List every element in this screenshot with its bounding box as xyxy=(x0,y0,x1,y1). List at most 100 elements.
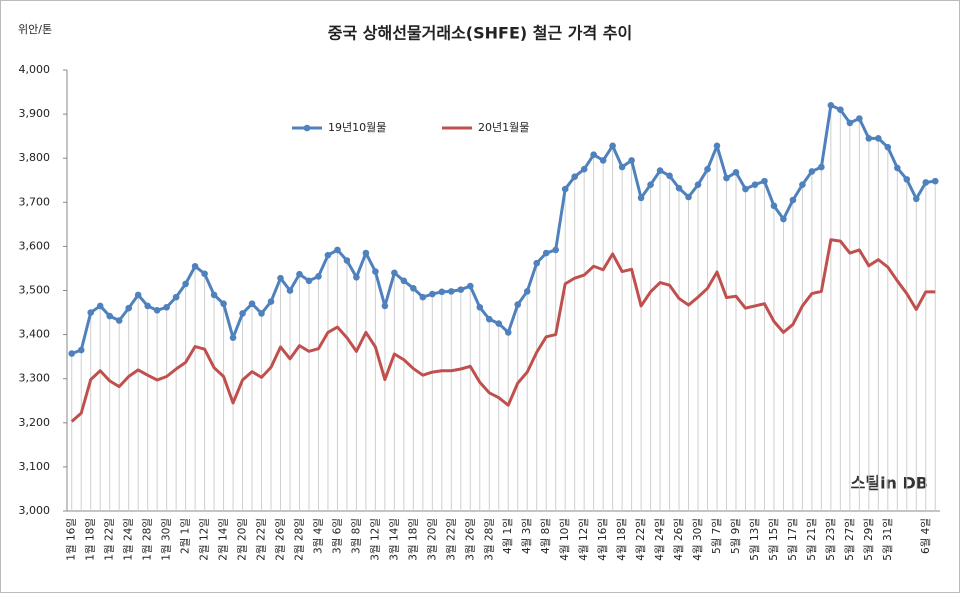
point xyxy=(96,302,104,310)
point xyxy=(504,329,512,336)
point xyxy=(704,165,711,173)
y-tick-label: 3,700 xyxy=(19,195,51,208)
point xyxy=(229,334,237,341)
legend-label: 20년1월물 xyxy=(478,121,529,134)
x-tick-label: 4월 18일 xyxy=(615,518,628,561)
x-tick-label: 5월 13일 xyxy=(748,518,761,561)
x-tick-label: 2월 26일 xyxy=(274,518,287,561)
x-tick-label: 3월 18일 xyxy=(406,518,419,561)
point xyxy=(884,143,892,151)
x-tick-label: 5월 29일 xyxy=(862,518,875,561)
x-tick-label: 1월 16일 xyxy=(65,518,78,561)
point xyxy=(343,257,351,264)
y-tick-label: 3,500 xyxy=(19,284,51,297)
legend-marker xyxy=(303,124,311,132)
x-tick-label: 4월 30일 xyxy=(691,518,704,561)
point xyxy=(666,172,673,180)
x-tick-label: 5월 21일 xyxy=(805,518,818,561)
point xyxy=(713,142,721,150)
point xyxy=(134,291,142,299)
point xyxy=(239,310,246,317)
x-tick-label: 6월 4일 xyxy=(919,518,932,554)
x-tick-label: 2월 14일 xyxy=(217,518,230,561)
point xyxy=(182,280,189,288)
point xyxy=(258,310,265,317)
point xyxy=(780,215,787,223)
point xyxy=(694,181,702,188)
point xyxy=(248,300,256,308)
point xyxy=(761,177,768,185)
point xyxy=(267,298,275,305)
y-tick-label: 4,000 xyxy=(19,63,51,76)
point xyxy=(191,262,199,270)
point xyxy=(106,312,114,320)
x-tick-label: 1월 22일 xyxy=(103,518,116,561)
point xyxy=(391,269,398,277)
point xyxy=(372,268,379,275)
point xyxy=(144,302,151,310)
point xyxy=(675,184,683,192)
point xyxy=(286,287,294,294)
x-tick-label: 4월 24일 xyxy=(653,518,666,561)
point xyxy=(590,151,597,158)
x-tick-label: 3월 28일 xyxy=(482,518,495,561)
x-tick-label: 3월 26일 xyxy=(463,518,476,561)
point xyxy=(912,195,920,203)
point xyxy=(362,249,370,257)
x-tick-label: 2월 22일 xyxy=(255,518,268,561)
legend-label: 19년10월물 xyxy=(328,121,386,134)
point xyxy=(523,288,531,295)
x-tick-label: 5월 23일 xyxy=(824,518,837,561)
point xyxy=(571,173,578,181)
x-tick-label: 4월 16일 xyxy=(596,518,609,561)
point xyxy=(685,193,692,201)
x-tick-label: 3월 8일 xyxy=(349,518,362,554)
point xyxy=(115,317,123,324)
x-tick-label: 2월 20일 xyxy=(236,518,249,561)
point xyxy=(818,163,825,171)
x-tick-label: 3월 14일 xyxy=(387,518,400,561)
x-tick-label: 4월 22일 xyxy=(634,518,647,561)
x-tick-label: 5월 27일 xyxy=(843,518,856,561)
y-tick-label: 3,200 xyxy=(19,416,51,429)
y-tick-label: 3,300 xyxy=(19,372,51,385)
x-tick-label: 3월 22일 xyxy=(444,518,457,561)
point xyxy=(163,303,170,311)
point xyxy=(485,315,493,323)
point xyxy=(723,174,730,182)
point xyxy=(561,185,569,193)
point xyxy=(893,164,901,172)
point xyxy=(789,196,797,204)
y-axis-label: 위안/톤 xyxy=(18,23,52,36)
point xyxy=(808,168,816,175)
series-line xyxy=(70,238,936,423)
point xyxy=(410,284,417,292)
x-tick-label: 4월 1일 xyxy=(501,518,514,554)
y-tick-label: 3,900 xyxy=(19,107,51,120)
x-tick-label: 5월 31일 xyxy=(881,518,894,561)
point xyxy=(315,273,322,280)
point xyxy=(922,179,930,186)
point xyxy=(580,165,588,173)
x-tick-label: 5월 15일 xyxy=(767,518,780,561)
x-tick-label: 1월 30일 xyxy=(160,518,173,561)
x-tick-label: 2월 28일 xyxy=(292,518,305,561)
point xyxy=(448,288,455,295)
point xyxy=(618,163,626,171)
point xyxy=(305,277,313,285)
point xyxy=(837,106,844,113)
point xyxy=(732,169,740,176)
point xyxy=(637,194,645,202)
x-tick-label: 1월 28일 xyxy=(141,518,154,561)
point xyxy=(153,307,161,314)
point xyxy=(609,142,616,150)
point xyxy=(495,320,503,327)
point xyxy=(125,304,132,312)
y-tick-label: 3,800 xyxy=(19,151,51,164)
point xyxy=(68,350,76,357)
watermark: 스틸in DB xyxy=(851,474,928,493)
point xyxy=(799,181,806,188)
point xyxy=(846,119,854,127)
point xyxy=(296,270,303,278)
point xyxy=(87,309,95,316)
